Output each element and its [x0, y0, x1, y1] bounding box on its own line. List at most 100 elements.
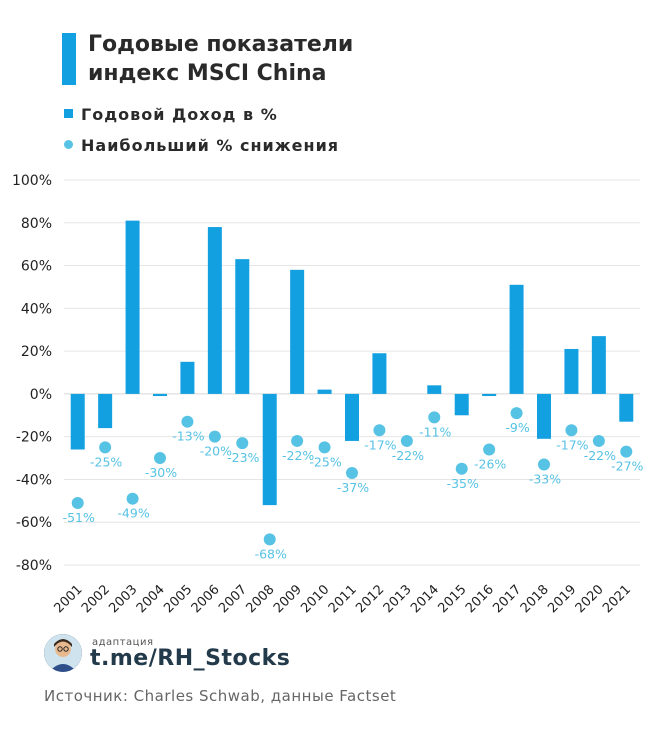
dot-label-2001: -51% — [63, 510, 95, 525]
bar-2008 — [262, 393, 277, 506]
dot-2010 — [318, 441, 331, 454]
x-tick-label: 2015 — [436, 582, 470, 616]
source-note: Источник: Charles Schwab, данные Factset — [44, 687, 397, 705]
y-tick-label: -60% — [16, 515, 52, 531]
bar-2019 — [564, 348, 579, 394]
x-tick-label: 2018 — [518, 582, 552, 616]
dot-label-2015: -35% — [447, 476, 479, 491]
x-tick-label: 2013 — [381, 582, 415, 616]
x-tick-label: 2001 — [52, 582, 86, 616]
dot-2004 — [154, 452, 166, 465]
x-tick-label: 2006 — [189, 582, 223, 616]
chart: 100% 80% 60% 40% 20% 0% -20% -40% -60% -80% -51% 20… — [12, 173, 644, 616]
bar-2006 — [207, 227, 222, 394]
dot-label-2021: -27% — [611, 459, 643, 474]
x-tick-label: 2003 — [106, 582, 140, 616]
y-tick-label: 40% — [21, 301, 52, 317]
title-accent-bar — [62, 33, 76, 85]
bar-2016 — [482, 393, 497, 397]
x-tick-label: 2007 — [216, 582, 250, 616]
telegram-handle-link[interactable]: t.me/RH_Stocks — [90, 646, 291, 671]
y-tick-label: 100% — [12, 173, 52, 189]
avatar — [44, 634, 82, 672]
title-line-2: индекс MSCI China — [88, 61, 327, 86]
dot-label-2006: -20% — [200, 444, 232, 459]
adaptation-label: адаптация — [92, 637, 154, 648]
bar-2003 — [125, 220, 140, 394]
dot-label-2018: -33% — [529, 471, 561, 486]
bar-2009 — [290, 269, 305, 394]
bar-2012 — [372, 353, 387, 394]
bar-2002 — [98, 393, 113, 429]
dot-2013 — [400, 434, 413, 447]
x-tick-label: 2004 — [134, 582, 168, 616]
legend-item-bars: Годовой Доход в % — [64, 105, 278, 124]
y-tick-label: -40% — [16, 472, 52, 488]
dot-2008 — [263, 533, 276, 546]
dot-2011 — [346, 467, 358, 480]
dot-label-2012: -17% — [364, 437, 396, 452]
dot-label-2005: -13% — [172, 429, 204, 444]
dot-label-2003: -49% — [117, 506, 149, 521]
dot-2021 — [620, 445, 633, 458]
bar-2018 — [537, 393, 551, 439]
x-tick-label: 2008 — [244, 582, 278, 616]
bar-2015 — [454, 393, 469, 416]
dot-2014 — [428, 411, 441, 424]
y-tick-label: -80% — [16, 558, 52, 574]
dot-2009 — [291, 434, 304, 447]
dot-label-2020: -22% — [584, 448, 616, 463]
dot-2017 — [510, 407, 523, 420]
dot-2001 — [71, 496, 84, 509]
dot-2012 — [373, 424, 386, 437]
legend-dot-swatch — [64, 140, 73, 149]
bar-2001 — [70, 393, 85, 450]
x-tick-label: 2017 — [490, 582, 524, 616]
x-tick-label: 2014 — [408, 582, 442, 616]
bar-2005 — [180, 361, 195, 394]
y-tick-label: 20% — [21, 344, 52, 360]
dot-label-2019: -17% — [556, 437, 588, 452]
dot-label-2014: -11% — [419, 424, 451, 439]
avatar-icon — [44, 634, 82, 672]
dot-2003 — [126, 492, 139, 505]
dot-label-2017: -9% — [505, 420, 529, 435]
legend-item-dots: Наибольший % снижения — [64, 136, 339, 155]
x-tick-label: 2011 — [326, 582, 360, 616]
page-title: Годовые показатели индекс MSCI China — [88, 30, 353, 88]
dot-2016 — [483, 443, 496, 456]
x-tick-label: 2020 — [573, 582, 607, 616]
dot-label-2007: -23% — [227, 450, 259, 465]
x-tick-label: 2005 — [161, 582, 195, 616]
dot-2005 — [181, 415, 194, 428]
bar-2010 — [317, 389, 332, 394]
y-tick-label: 80% — [21, 216, 52, 232]
dot-label-2013: -22% — [392, 448, 424, 463]
x-tick-label: 2002 — [79, 582, 113, 616]
bar-2014 — [427, 385, 442, 394]
dot-label-2004: -30% — [145, 465, 177, 480]
bar-2020 — [591, 336, 606, 394]
dot-label-2002: -25% — [90, 454, 122, 469]
dot-2019 — [565, 424, 578, 437]
dot-2006 — [208, 430, 221, 443]
dot-2018 — [538, 458, 550, 471]
dot-2007 — [236, 437, 249, 450]
dot-label-2010: -25% — [309, 454, 341, 469]
dot-2020 — [592, 434, 605, 447]
x-tick-label: 2021 — [600, 582, 634, 616]
x-tick-label: 2010 — [298, 582, 332, 616]
title-line-1: Годовые показатели — [88, 32, 354, 57]
legend-bar-swatch — [64, 109, 73, 118]
dot-label-2016: -26% — [474, 457, 506, 472]
bar-2007 — [235, 259, 250, 394]
dot-label-2009: -22% — [282, 448, 314, 463]
x-tick-label: 2019 — [545, 582, 579, 616]
bar-2004 — [153, 393, 167, 397]
x-tick-label: 2016 — [463, 582, 497, 616]
legend-dot-label: Наибольший % снижения — [81, 136, 340, 155]
dot-label-2008: -68% — [255, 546, 287, 561]
dot-2002 — [99, 441, 112, 454]
y-tick-label: 60% — [21, 259, 52, 275]
y-tick-label: -20% — [16, 430, 52, 446]
